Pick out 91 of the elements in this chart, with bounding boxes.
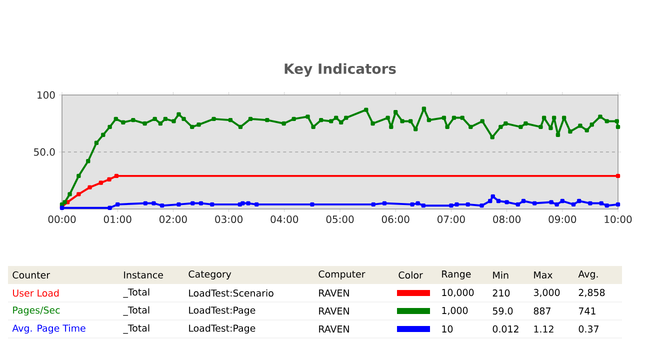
x-tick-label: 05:00 xyxy=(326,216,354,224)
point xyxy=(516,202,520,207)
point xyxy=(416,201,420,206)
x-tick-label: 10:00 xyxy=(604,216,632,224)
point xyxy=(176,202,181,207)
point xyxy=(532,201,537,206)
text: 3,000 xyxy=(534,288,560,298)
point xyxy=(108,206,112,210)
point xyxy=(88,185,92,190)
point xyxy=(76,192,81,196)
point xyxy=(496,198,501,204)
x-tick-label: 00:00 xyxy=(48,216,76,224)
point xyxy=(599,201,604,206)
point xyxy=(588,201,592,206)
y-tick-label: 100 xyxy=(38,91,55,99)
point xyxy=(616,202,620,207)
point xyxy=(604,203,609,208)
point xyxy=(240,201,245,206)
point xyxy=(616,174,620,178)
point xyxy=(152,201,156,206)
point xyxy=(480,203,484,208)
text: Avg. xyxy=(578,270,598,280)
text: Color xyxy=(398,271,423,279)
text: 887 xyxy=(534,307,550,315)
text: Min xyxy=(493,271,508,279)
text: Avg. Page Time xyxy=(12,324,86,334)
text: LoadTest:Page xyxy=(189,324,256,334)
text: LoadTest:Page xyxy=(189,306,256,316)
text: User Load xyxy=(13,289,59,297)
x-tick-label: 08:00 xyxy=(493,216,521,224)
text: 2,858 xyxy=(578,288,605,298)
text: _Total xyxy=(123,324,150,334)
point xyxy=(454,202,459,207)
point xyxy=(114,174,119,178)
text: RAVEN xyxy=(319,326,349,332)
point xyxy=(382,201,387,206)
x-tick-label: 07:00 xyxy=(438,216,465,224)
text: Counter xyxy=(12,271,50,279)
x-tick-label: 02:00 xyxy=(160,216,187,224)
text: 10,000 xyxy=(442,288,474,298)
x-tick-label: 01:00 xyxy=(104,216,132,224)
point xyxy=(116,202,120,207)
text: _Total xyxy=(123,288,150,298)
point xyxy=(571,202,576,207)
text: Category xyxy=(188,270,232,280)
point xyxy=(371,202,376,207)
point xyxy=(560,198,564,204)
text: _Total xyxy=(123,306,150,316)
x-tick-label: 04:00 xyxy=(270,216,298,224)
text: RAVEN xyxy=(319,308,349,314)
text: Instance xyxy=(124,271,163,279)
text: RAVEN xyxy=(319,290,349,296)
chart-title: Key Indicators xyxy=(284,63,396,77)
text: 0.37 xyxy=(578,325,598,333)
point xyxy=(521,198,526,204)
text: Max xyxy=(534,271,552,279)
text: 1,000 xyxy=(442,306,468,316)
point xyxy=(576,198,582,204)
point xyxy=(488,198,492,204)
x-tick-label: 09:00 xyxy=(548,216,576,224)
point xyxy=(190,201,195,206)
point xyxy=(549,200,554,204)
point xyxy=(554,202,559,207)
point xyxy=(504,200,509,204)
point xyxy=(449,203,454,208)
point xyxy=(107,177,112,182)
point xyxy=(466,202,470,207)
point xyxy=(421,203,426,208)
point xyxy=(254,202,259,207)
point xyxy=(490,194,495,199)
point xyxy=(246,201,250,206)
point xyxy=(160,203,164,208)
text: 10 xyxy=(442,325,453,333)
y-tick-label: 50.0 xyxy=(34,148,55,156)
text: 59.0 xyxy=(492,307,513,315)
text: Pages/Sec xyxy=(13,306,60,316)
point xyxy=(143,201,148,206)
x-tick-label: 06:00 xyxy=(382,216,410,224)
text: 741 xyxy=(578,308,596,314)
point xyxy=(410,202,414,207)
point xyxy=(98,180,104,185)
point xyxy=(210,202,214,207)
text: 1.12 xyxy=(534,325,554,333)
text: LoadTest:Scenario xyxy=(189,289,274,297)
text: Computer xyxy=(318,270,366,280)
text: Range xyxy=(442,270,471,280)
point xyxy=(198,201,204,206)
text: 0.012 xyxy=(492,325,518,333)
point xyxy=(310,202,314,207)
x-tick-label: 03:00 xyxy=(215,216,242,224)
text: 210 xyxy=(492,289,510,297)
